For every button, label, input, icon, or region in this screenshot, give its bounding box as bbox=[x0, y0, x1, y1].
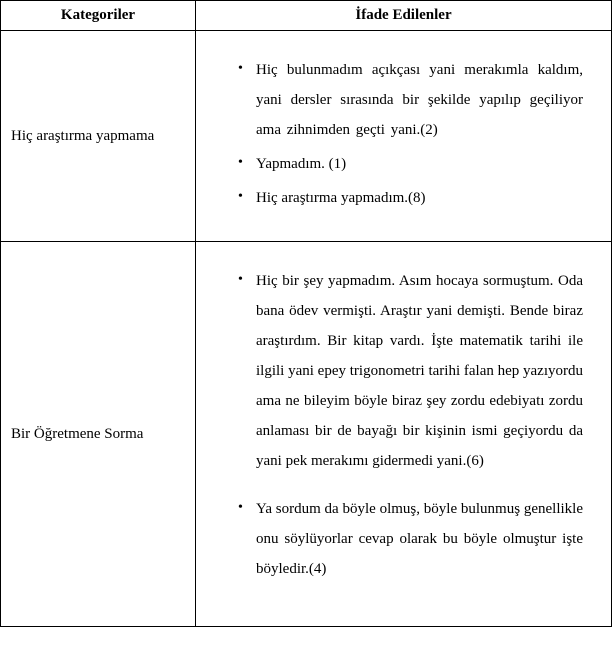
list-item: Hiç bulunmadım açıkçası yani merakımla k… bbox=[238, 55, 583, 145]
list-item: Hiç bir şey yapmadım. Asım hocaya sormuş… bbox=[238, 266, 583, 476]
category-cell: Bir Öğretmene Sorma bbox=[1, 242, 196, 627]
list-item: Yapmadım. (1) bbox=[238, 149, 583, 179]
header-expressed: İfade Edilenler bbox=[196, 1, 612, 31]
content-cell: Hiç bulunmadım açıkçası yani merakımla k… bbox=[196, 31, 612, 242]
content-cell: Hiç bir şey yapmadım. Asım hocaya sormuş… bbox=[196, 242, 612, 627]
data-table: Kategoriler İfade Edilenler Hiç araştırm… bbox=[0, 0, 612, 627]
content-list: Hiç bulunmadım açıkçası yani merakımla k… bbox=[208, 55, 583, 213]
table-row: Hiç araştırma yapmama Hiç bulunmadım açı… bbox=[1, 31, 612, 242]
list-item: Ya sordum da böyle olmuş, böyle bulunmuş… bbox=[238, 494, 583, 584]
content-list: Hiç bir şey yapmadım. Asım hocaya sormuş… bbox=[208, 266, 583, 584]
header-category: Kategoriler bbox=[1, 1, 196, 31]
category-cell: Hiç araştırma yapmama bbox=[1, 31, 196, 242]
table-header-row: Kategoriler İfade Edilenler bbox=[1, 1, 612, 31]
list-item: Hiç araştırma yapmadım.(8) bbox=[238, 183, 583, 213]
table-row: Bir Öğretmene Sorma Hiç bir şey yapmadım… bbox=[1, 242, 612, 627]
